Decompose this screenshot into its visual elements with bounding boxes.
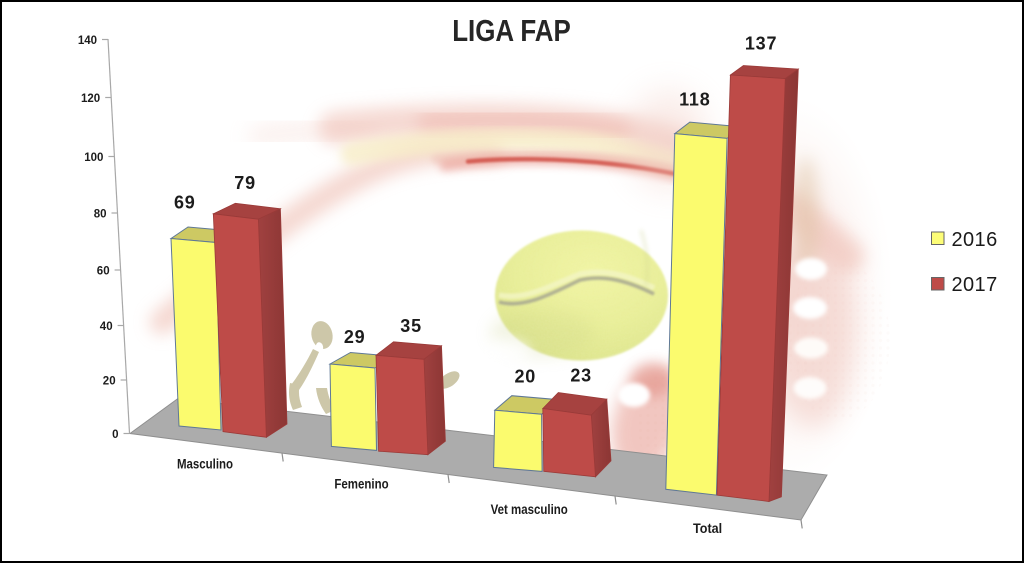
svg-text:20: 20	[103, 376, 116, 388]
svg-text:Total: Total	[693, 520, 722, 536]
svg-text:69: 69	[174, 192, 196, 212]
svg-text:Femenino: Femenino	[334, 475, 388, 491]
svg-text:23: 23	[570, 365, 592, 385]
svg-text:2017: 2017	[952, 274, 998, 296]
svg-text:137: 137	[745, 33, 777, 53]
svg-text:79: 79	[234, 173, 256, 193]
svg-text:Vet masculino: Vet masculino	[491, 501, 568, 517]
svg-text:40: 40	[100, 321, 113, 333]
svg-text:20: 20	[514, 367, 536, 387]
svg-text:0: 0	[112, 429, 118, 441]
svg-text:100: 100	[84, 152, 103, 164]
svg-text:29: 29	[344, 327, 366, 347]
svg-text:140: 140	[78, 35, 97, 47]
svg-text:80: 80	[94, 209, 107, 221]
svg-text:Masculino: Masculino	[177, 455, 233, 471]
svg-text:LIGA FAP: LIGA FAP	[452, 13, 571, 47]
svg-text:2016: 2016	[952, 229, 998, 251]
svg-text:60: 60	[97, 266, 110, 278]
svg-text:118: 118	[679, 90, 710, 110]
svg-text:120: 120	[81, 93, 100, 105]
svg-text:35: 35	[400, 316, 422, 336]
